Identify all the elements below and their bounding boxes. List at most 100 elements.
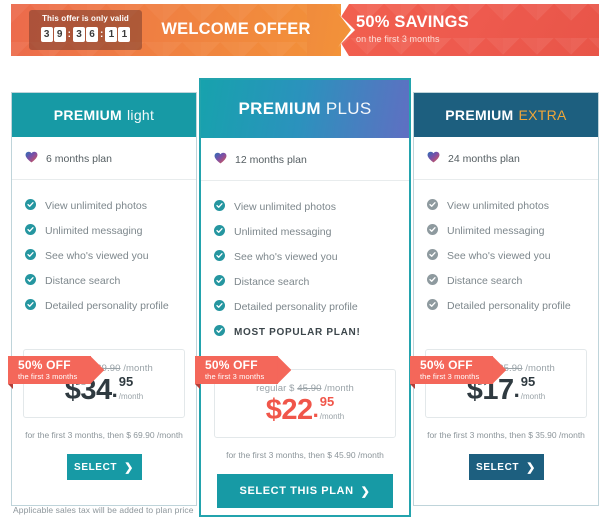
feature-label: See who's viewed you bbox=[45, 250, 149, 262]
chevron-right-icon: ❯ bbox=[124, 461, 134, 474]
feature-item: View unlimited photos bbox=[25, 194, 196, 219]
feature-list: View unlimited photos Unlimited messagin… bbox=[201, 181, 409, 353]
ribbon-subtext: the first 3 months bbox=[18, 372, 78, 381]
plan-duration-label: 6 months plan bbox=[46, 153, 112, 165]
price-integer: 22 bbox=[281, 394, 313, 426]
price-dot: . bbox=[312, 397, 319, 422]
feature-item: See who's viewed you bbox=[214, 245, 409, 270]
countdown-digit: 3 bbox=[40, 27, 53, 42]
check-icon bbox=[427, 199, 438, 213]
sales-tax-disclaimer: Applicable sales tax will be added to pl… bbox=[13, 505, 194, 515]
banner-right-panel bbox=[333, 4, 599, 56]
plan-title-strong: PREMIUM bbox=[238, 99, 321, 118]
feature-item-popular: MOST POPULAR PLAN! bbox=[214, 320, 409, 345]
select-button[interactable]: SELECT ❯ bbox=[468, 454, 544, 480]
countdown-digit: 6 bbox=[86, 27, 98, 42]
price-period: /month bbox=[520, 392, 546, 401]
plan-title-strong: PREMIUM bbox=[53, 107, 123, 123]
feature-label: Detailed personality profile bbox=[234, 301, 358, 313]
price-cents: 95 bbox=[319, 394, 335, 409]
plan-title-light: EXTRA bbox=[518, 107, 567, 123]
check-icon bbox=[427, 249, 438, 263]
select-button-label: SELECT THIS PLAN bbox=[239, 485, 354, 497]
plan-header: PREMIUM EXTRA bbox=[414, 93, 598, 137]
plan-header: PREMIUM light bbox=[12, 93, 196, 137]
plan-title-light: PLUS bbox=[325, 99, 372, 118]
price-note: for the first 3 months, then $ 45.90 /mo… bbox=[226, 450, 384, 460]
countdown-digits: 3 9 : 3 6 : 1 1 bbox=[29, 27, 142, 42]
regular-amount: 69.90 bbox=[96, 363, 121, 374]
ribbon-subtext: the first 3 months bbox=[420, 372, 480, 381]
feature-list: View unlimited photos Unlimited messagin… bbox=[414, 180, 598, 327]
countdown-digit: 1 bbox=[118, 27, 131, 42]
price-period: /month bbox=[319, 412, 345, 421]
price-cents: 95 bbox=[118, 374, 134, 389]
regular-suffix: /month bbox=[522, 363, 555, 374]
heart-icon bbox=[214, 151, 227, 169]
countdown-separator: : bbox=[100, 29, 104, 40]
price-period: /month bbox=[118, 392, 144, 401]
select-button[interactable]: SELECT ❯ bbox=[66, 454, 142, 480]
select-button-wrap: SELECT ❯ bbox=[414, 440, 598, 480]
discount-ribbon: 50% OFF the first 3 months bbox=[410, 356, 494, 389]
regular-suffix: /month bbox=[120, 363, 153, 374]
plan-card-premium-plus[interactable]: PREMIUM PLUS 12 months plan View unlimit… bbox=[195, 78, 411, 517]
plan-duration-row: 24 months plan bbox=[414, 137, 598, 180]
plan-card-premium-extra[interactable]: PREMIUM EXTRA 24 months plan View unlimi… bbox=[410, 92, 599, 506]
countdown-digit: 9 bbox=[53, 27, 66, 42]
discount-ribbon: 50% OFF the first 3 months bbox=[195, 356, 279, 389]
feature-item: See who's viewed you bbox=[427, 244, 598, 269]
plan-title-strong: PREMIUM bbox=[445, 107, 514, 123]
countdown-separator: : bbox=[67, 29, 71, 40]
check-icon bbox=[25, 274, 36, 288]
chevron-right-icon: ❯ bbox=[526, 461, 536, 474]
feature-list: View unlimited photos Unlimited messagin… bbox=[12, 180, 196, 327]
price-dot: . bbox=[111, 377, 118, 402]
select-this-plan-button[interactable]: SELECT THIS PLAN ❯ bbox=[217, 474, 393, 508]
welcome-offer-title: WELCOME OFFER bbox=[161, 20, 311, 38]
feature-item: Detailed personality profile bbox=[25, 294, 196, 319]
feature-item: Unlimited messaging bbox=[25, 219, 196, 244]
ribbon-discount: 50% OFF bbox=[420, 358, 473, 372]
regular-amount: 35.90 bbox=[498, 363, 523, 374]
check-icon bbox=[25, 299, 36, 313]
check-icon bbox=[25, 199, 36, 213]
check-icon bbox=[214, 300, 225, 314]
heart-icon bbox=[25, 150, 38, 168]
chevron-right-icon: ❯ bbox=[360, 485, 371, 498]
savings-subtitle: on the first 3 months bbox=[356, 34, 440, 44]
savings-title: 50% SAVINGS bbox=[356, 13, 469, 31]
discount-ribbon: 50% OFF the first 3 months bbox=[8, 356, 92, 389]
feature-label: Distance search bbox=[234, 276, 310, 288]
check-icon bbox=[427, 299, 438, 313]
savings-block: 50% SAVINGS on the first 3 months bbox=[356, 12, 469, 44]
regular-prefix: regular $ bbox=[256, 383, 298, 394]
feature-label: See who's viewed you bbox=[447, 250, 551, 262]
price-note: for the first 3 months, then $ 35.90 /mo… bbox=[427, 430, 585, 440]
check-icon bbox=[25, 249, 36, 263]
check-icon bbox=[427, 274, 438, 288]
pricing-cards: PREMIUM light 6 months plan View unlimit… bbox=[0, 62, 610, 517]
feature-item: View unlimited photos bbox=[427, 194, 598, 219]
select-button-wrap: SELECT ❯ bbox=[12, 440, 196, 480]
plan-card-premium-light[interactable]: PREMIUM light 6 months plan View unlimit… bbox=[8, 92, 197, 506]
ribbon-subtext: the first 3 months bbox=[205, 372, 265, 381]
regular-suffix: /month bbox=[321, 383, 354, 394]
price-fraction-group: 95 /month bbox=[119, 375, 143, 402]
plan-duration-row: 12 months plan bbox=[201, 138, 409, 181]
feature-label: Distance search bbox=[45, 275, 121, 287]
countdown-digit: 1 bbox=[105, 27, 118, 42]
feature-item: Distance search bbox=[427, 269, 598, 294]
countdown-timer: This offer is only valid 3 9 : 3 6 : 1 1 bbox=[29, 10, 142, 50]
select-button-wrap: SELECT THIS PLAN ❯ bbox=[201, 460, 409, 508]
price-box: regular $ 45.90 /month $ 22 . 95 /month bbox=[214, 369, 396, 438]
ribbon-discount: 50% OFF bbox=[18, 358, 71, 372]
feature-label: View unlimited photos bbox=[45, 200, 147, 212]
feature-label: Unlimited messaging bbox=[234, 226, 332, 238]
price-currency: $ bbox=[265, 394, 282, 426]
regular-price: regular $ 45.90 /month bbox=[215, 383, 395, 394]
feature-label: Distance search bbox=[447, 275, 523, 287]
feature-item: Distance search bbox=[214, 270, 409, 295]
banner-right-texture bbox=[333, 4, 599, 56]
promo-banner: This offer is only valid 3 9 : 3 6 : 1 1… bbox=[11, 4, 599, 56]
